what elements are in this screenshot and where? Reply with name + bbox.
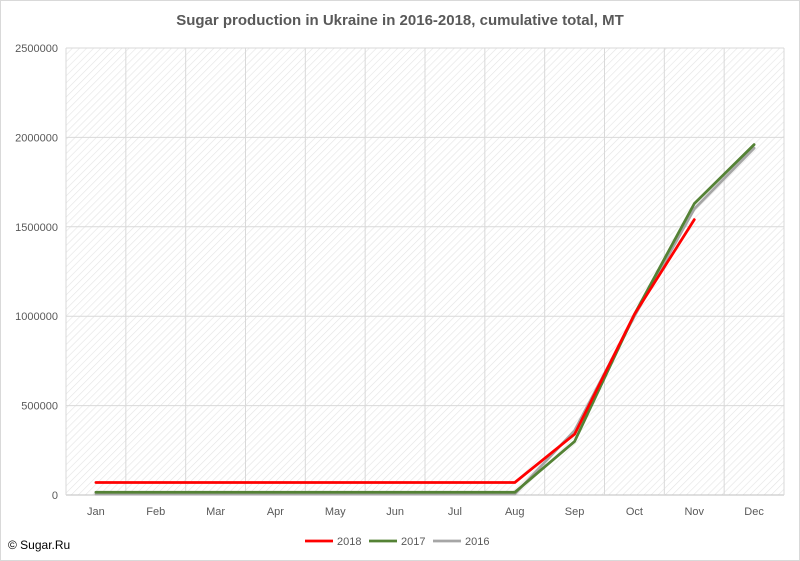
y-tick-label: 500000 — [21, 401, 58, 413]
series-lines — [94, 143, 756, 496]
x-tick-label: May — [325, 506, 346, 518]
copyright-text: © Sugar.Ru — [8, 538, 71, 552]
x-tick-label: Sep — [565, 506, 585, 518]
x-tick-label: Jun — [386, 506, 404, 518]
x-tick-label: Dec — [744, 506, 764, 518]
y-tick-label: 1500000 — [15, 222, 58, 234]
y-tick-label: 1000000 — [15, 311, 58, 323]
x-tick-label: Jan — [87, 506, 105, 518]
legend-label-2018: 2018 — [337, 536, 361, 548]
x-tick-label: Jul — [448, 506, 462, 518]
legend: 2018 2017 2016 — [305, 536, 489, 548]
legend-label-2017: 2017 — [401, 536, 425, 548]
series-line-2018 — [94, 218, 696, 484]
series-line-2017 — [94, 143, 756, 494]
y-tick-label: 2000000 — [15, 132, 58, 144]
x-tick-label: Aug — [505, 506, 525, 518]
x-tick-label: Apr — [267, 506, 284, 518]
x-tick-label: Nov — [684, 506, 704, 518]
y-tick-label: 2500000 — [15, 43, 58, 55]
x-tick-label: Feb — [146, 506, 165, 518]
gridlines — [65, 47, 785, 496]
legend-label-2016: 2016 — [465, 536, 489, 548]
chart-title: Sugar production in Ukraine in 2016-2018… — [176, 12, 624, 29]
x-tick-label: Oct — [626, 506, 643, 518]
y-tick-label: 0 — [52, 490, 58, 502]
x-tick-label: Mar — [206, 506, 225, 518]
x-axis-ticks: Jan Feb Mar Apr May Jun Jul Aug Sep Oct Nov Dec — [87, 506, 764, 518]
y-axis-ticks: 0 500000 1000000 1500000 2000000 2500000 — [15, 43, 58, 502]
